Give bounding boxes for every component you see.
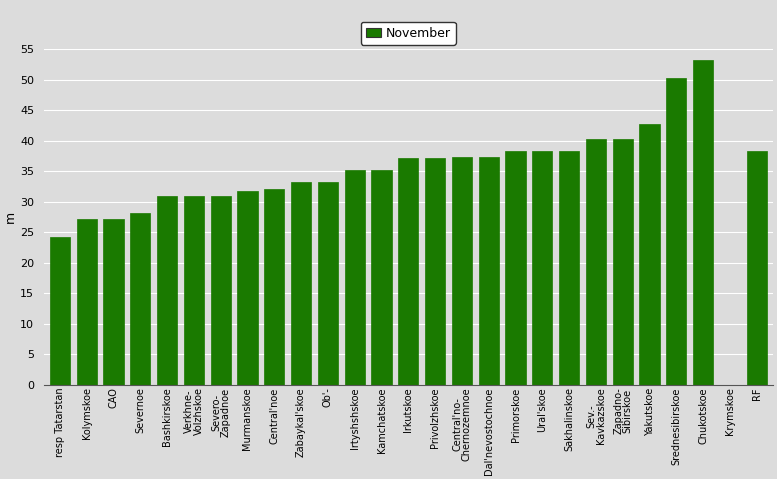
- Bar: [399, 158, 418, 385]
- Bar: [532, 151, 552, 385]
- Bar: [613, 139, 632, 385]
- Legend: November: November: [361, 22, 456, 45]
- Bar: [264, 190, 284, 385]
- Bar: [291, 182, 311, 385]
- Bar: [506, 151, 525, 385]
- Bar: [184, 195, 204, 385]
- Bar: [131, 213, 150, 385]
- Bar: [103, 219, 124, 385]
- Bar: [452, 157, 472, 385]
- Bar: [586, 139, 606, 385]
- Bar: [693, 59, 713, 385]
- Bar: [639, 124, 660, 385]
- Bar: [667, 78, 686, 385]
- Bar: [345, 170, 364, 385]
- Bar: [211, 195, 231, 385]
- Bar: [559, 151, 579, 385]
- Bar: [747, 151, 767, 385]
- Bar: [371, 170, 392, 385]
- Bar: [318, 182, 338, 385]
- Bar: [157, 195, 177, 385]
- Bar: [425, 158, 445, 385]
- Bar: [238, 191, 257, 385]
- Bar: [50, 237, 70, 385]
- Bar: [77, 219, 96, 385]
- Bar: [479, 157, 499, 385]
- Y-axis label: m: m: [4, 211, 17, 223]
